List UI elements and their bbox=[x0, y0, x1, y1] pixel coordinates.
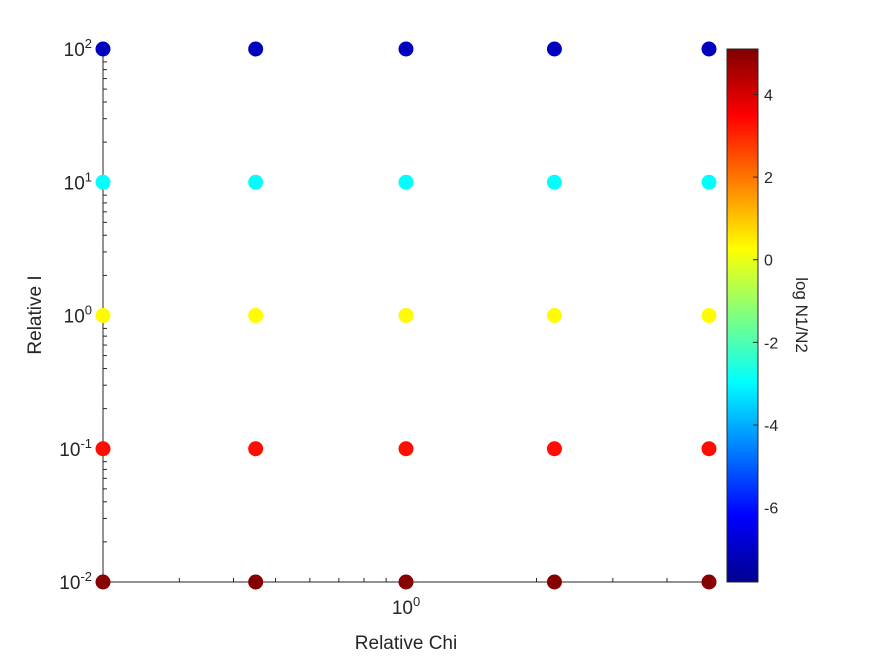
scatter-point bbox=[248, 308, 264, 323]
scatter-point bbox=[95, 441, 111, 457]
y-tick-label: 10-1 bbox=[59, 436, 92, 461]
y-axis-ticks: 10-2 10-1 100 101 102 bbox=[59, 36, 110, 594]
x-tick-label: 100 bbox=[392, 594, 420, 619]
scatter-point bbox=[546, 174, 562, 190]
scatter-point bbox=[398, 308, 414, 323]
y-tick-label: 101 bbox=[64, 169, 92, 194]
scatter-point bbox=[701, 441, 717, 457]
scatter-point bbox=[95, 174, 111, 190]
colorbar-label: log N1/N2 bbox=[792, 277, 811, 353]
colorbar-tick-label: 0 bbox=[764, 253, 773, 270]
colorbar-tick-label: 2 bbox=[764, 170, 773, 187]
scatter-point bbox=[546, 308, 562, 323]
y-tick-label: 10-2 bbox=[59, 569, 92, 594]
scatter-point bbox=[701, 308, 717, 323]
scatter-point bbox=[546, 41, 562, 57]
y-axis-title: Relative I bbox=[25, 275, 46, 354]
scatter-point bbox=[248, 574, 264, 590]
scatter-point bbox=[398, 41, 414, 57]
scatter-point bbox=[248, 41, 264, 57]
x-axis-title: Relative Chi bbox=[355, 633, 457, 654]
scatter-point bbox=[398, 441, 414, 457]
plot-area: 100 10-2 10-1 100 101 102 bbox=[59, 36, 717, 619]
x-axis-ticks: 100 bbox=[102, 575, 710, 619]
scatter-point bbox=[546, 574, 562, 590]
scatter-point bbox=[248, 174, 264, 190]
colorbar-gradient bbox=[726, 48, 759, 583]
scatter-point bbox=[95, 574, 111, 590]
scatter-point bbox=[701, 574, 717, 590]
colorbar-tick-label: 4 bbox=[764, 87, 773, 104]
colorbar: 4 2 0 -2 -4 -6 log N1/N2 bbox=[726, 48, 811, 583]
colorbar-tick-label: -2 bbox=[764, 335, 778, 352]
colorbar-ticks: 4 2 0 -2 -4 -6 bbox=[753, 87, 778, 518]
data-points bbox=[95, 41, 717, 590]
scatter-point bbox=[701, 41, 717, 57]
scatter-point bbox=[95, 41, 111, 57]
scatter-point bbox=[398, 574, 414, 590]
scatter-point bbox=[546, 441, 562, 457]
y-tick-label: 102 bbox=[64, 36, 92, 61]
scatter-point bbox=[398, 174, 414, 190]
scatter-point bbox=[248, 441, 264, 457]
colorbar-tick-label: -6 bbox=[764, 501, 778, 518]
scatter-point bbox=[701, 174, 717, 190]
scatter-point bbox=[95, 308, 111, 323]
colorbar-tick-label: -4 bbox=[764, 418, 778, 435]
y-tick-label: 100 bbox=[64, 303, 92, 328]
